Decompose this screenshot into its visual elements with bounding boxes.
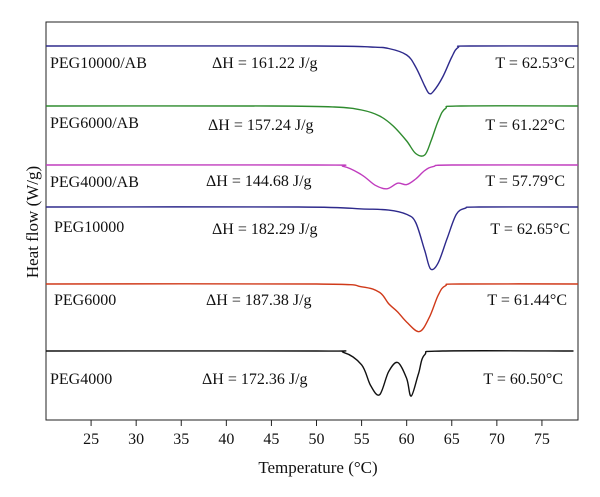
series-label: PEG10000/AB [50, 55, 147, 72]
x-tick-label: 45 [263, 431, 279, 448]
x-tick-label: 25 [83, 431, 99, 448]
x-tick-label: 75 [534, 431, 550, 448]
peak-temperature-label: T = 61.22°C [485, 117, 565, 134]
series-label: PEG4000 [50, 371, 112, 388]
x-tick-label: 40 [218, 431, 234, 448]
x-tick-label: 60 [399, 431, 415, 448]
dsc-curve-peg4000 [45, 350, 574, 397]
peak-temperature-label: T = 60.50°C [483, 371, 563, 388]
x-tick-label: 70 [489, 431, 505, 448]
x-tick-label: 35 [173, 431, 189, 448]
series-label: PEG10000 [54, 219, 124, 236]
enthalpy-label: ΔH = 157.24 J/g [208, 117, 314, 134]
dsc-curve-peg4000-ab [45, 164, 579, 190]
enthalpy-label: ΔH = 144.68 J/g [206, 173, 312, 190]
x-tick-label: 55 [354, 431, 370, 448]
enthalpy-label: ΔH = 161.22 J/g [212, 55, 318, 72]
dsc-curve-peg6000 [45, 283, 579, 333]
enthalpy-label: ΔH = 172.36 J/g [202, 371, 308, 388]
enthalpy-label: ΔH = 182.29 J/g [212, 221, 318, 238]
peak-temperature-label: T = 62.53°C [495, 55, 575, 72]
plot-area [45, 21, 579, 421]
x-tick-label: 50 [309, 431, 325, 448]
series-label: PEG6000/AB [50, 115, 139, 132]
peak-temperature-label: T = 62.65°C [490, 221, 570, 238]
x-tick-label: 30 [128, 431, 144, 448]
series-label: PEG6000 [54, 292, 116, 309]
enthalpy-label: ΔH = 187.38 J/g [206, 292, 312, 309]
peak-temperature-label: T = 57.79°C [485, 173, 565, 190]
x-axis-label: Temperature (°C) [258, 458, 377, 477]
y-axis-label: Heat flow (W/g) [23, 166, 42, 278]
dsc-curve-peg6000-ab [45, 105, 579, 157]
peak-temperature-label: T = 61.44°C [487, 292, 567, 309]
dsc-curve-peg10000-ab [45, 45, 579, 95]
dsc-curve-peg10000 [45, 206, 579, 271]
x-tick-label: 65 [444, 431, 460, 448]
series-label: PEG4000/AB [50, 174, 139, 191]
